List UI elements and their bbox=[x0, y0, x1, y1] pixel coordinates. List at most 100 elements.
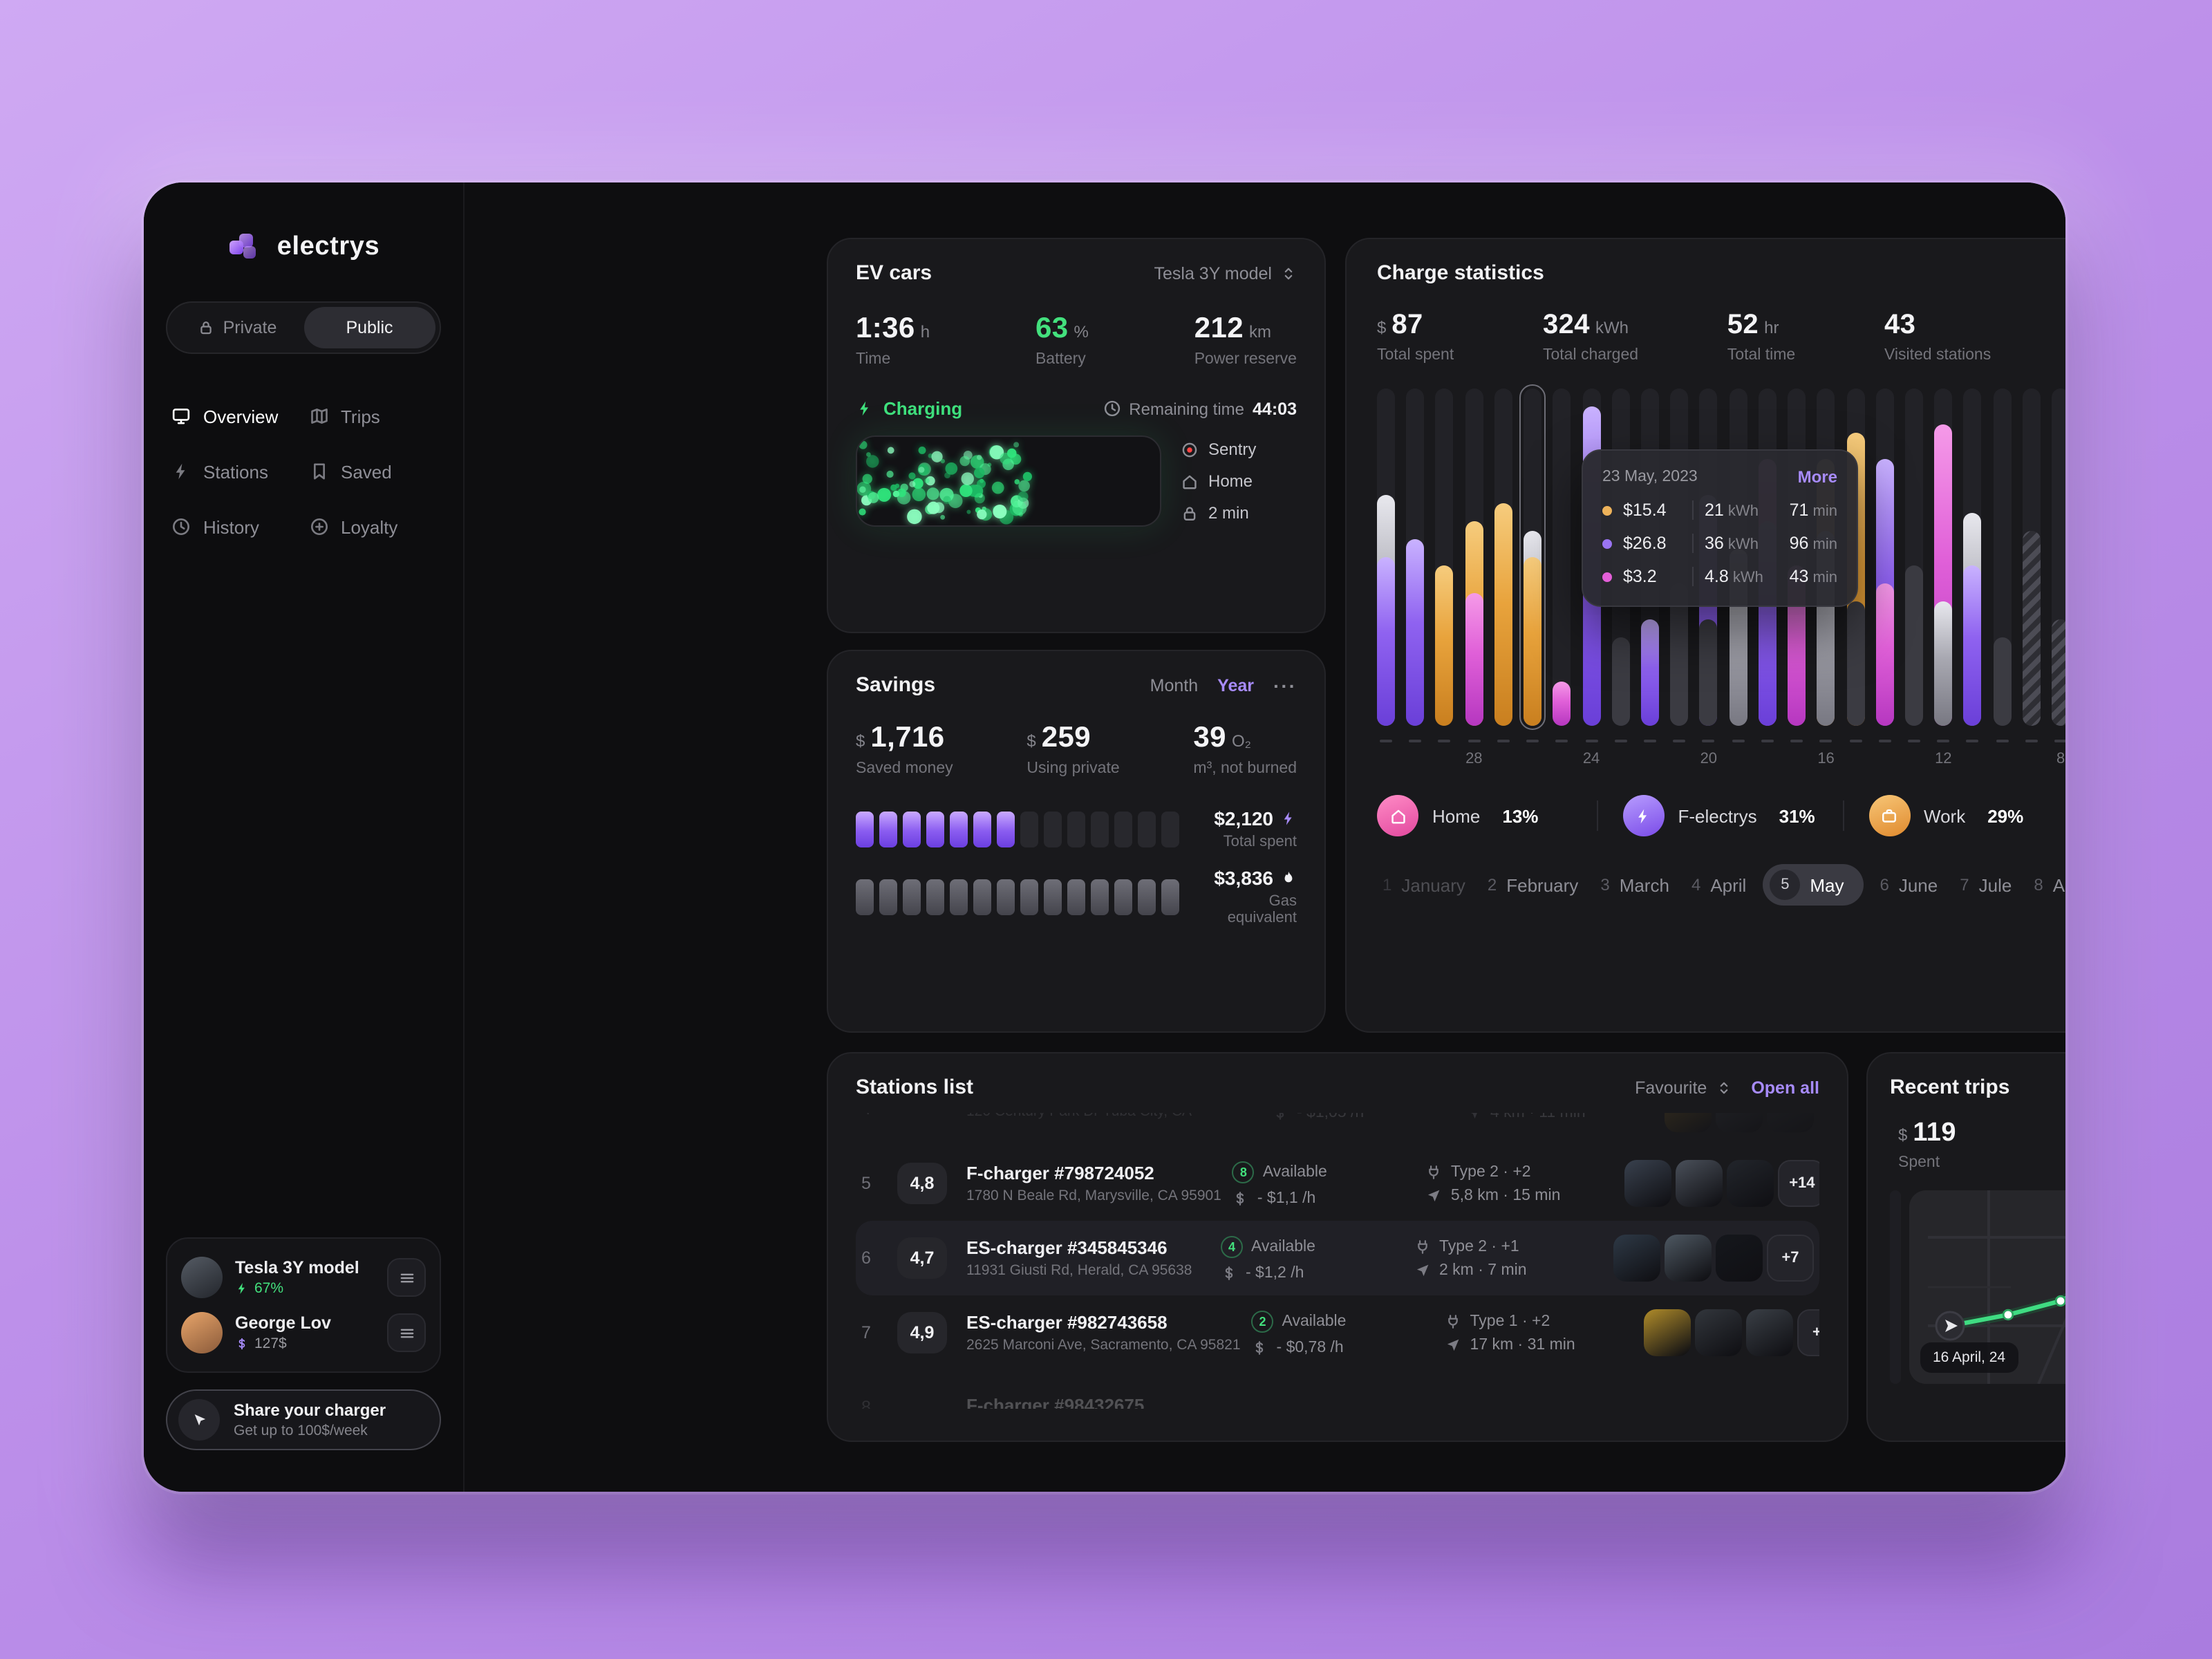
sidebar-item-saved[interactable]: Saved bbox=[303, 445, 441, 498]
ev-status-label: Sentry bbox=[1208, 440, 1257, 459]
ev-status-2-min[interactable]: 2 min bbox=[1181, 503, 1297, 523]
toggle-public[interactable]: Public bbox=[303, 307, 435, 348]
axis-tick bbox=[1759, 740, 1777, 742]
stat-label: Total charged bbox=[1542, 347, 1639, 364]
month-pill-march[interactable]: 3 March bbox=[1595, 866, 1675, 903]
badge-icon bbox=[309, 517, 328, 536]
chart-bar-purple bbox=[1377, 557, 1395, 726]
chart-column[interactable] bbox=[1553, 388, 1571, 726]
ev-status-home[interactable]: Home bbox=[1181, 471, 1297, 491]
bolt-icon bbox=[171, 462, 191, 481]
station-photo[interactable] bbox=[1767, 1113, 1814, 1132]
chart-column[interactable] bbox=[1494, 388, 1512, 726]
nav-icon bbox=[1414, 1262, 1431, 1278]
sidebar-item-stations[interactable]: Stations bbox=[166, 445, 303, 498]
more-photos-badge[interactable]: +14 bbox=[1778, 1160, 1819, 1207]
sidebar-item-loyalty[interactable]: Loyalty bbox=[303, 500, 441, 553]
series-dot bbox=[1602, 572, 1612, 581]
chart-column[interactable] bbox=[1519, 384, 1546, 730]
station-address: 1780 N Beale Rd, Marysville, CA 95901 bbox=[966, 1188, 1221, 1204]
segment bbox=[1138, 811, 1156, 847]
chart-column[interactable] bbox=[1934, 388, 1953, 726]
sidebar-item-overview[interactable]: Overview bbox=[166, 390, 303, 442]
chart-column[interactable] bbox=[1465, 388, 1483, 726]
month-pill-may[interactable]: 5 May bbox=[1763, 864, 1864, 906]
station-photo[interactable] bbox=[1665, 1113, 1712, 1132]
clock-icon bbox=[1103, 400, 1121, 418]
toggle-private[interactable]: Private bbox=[171, 307, 303, 348]
x-axis-label bbox=[1670, 751, 1688, 770]
sidebar-item-history[interactable]: History bbox=[166, 500, 303, 553]
user-row[interactable]: George Lov 127$ bbox=[178, 1305, 429, 1360]
segment bbox=[926, 879, 944, 915]
lock-icon bbox=[1181, 504, 1199, 522]
chart-column[interactable] bbox=[2022, 388, 2041, 726]
station-row[interactable]: 8 F-charger #98432675 bbox=[856, 1370, 1819, 1409]
month-pill-january[interactable]: 1 January bbox=[1377, 866, 1471, 903]
chart-column[interactable] bbox=[1875, 388, 1894, 726]
station-photo[interactable] bbox=[1695, 1309, 1743, 1356]
savings-title: Savings bbox=[856, 673, 936, 697]
chart-bar-gold bbox=[1524, 557, 1542, 726]
month-pill-february[interactable]: 2 February bbox=[1482, 866, 1584, 903]
chart-column[interactable] bbox=[1377, 388, 1395, 726]
model-selector[interactable]: Tesla 3Y model bbox=[1154, 263, 1297, 283]
user-menu-button[interactable] bbox=[387, 1313, 426, 1352]
work-icon bbox=[1868, 795, 1910, 836]
month-pill-jule[interactable]: 7 Jule bbox=[1954, 866, 2017, 903]
month-pill-june[interactable]: 6 June bbox=[1874, 866, 1943, 903]
station-row[interactable]: 4 120 Century Park Dr Yuba City, CA - $1,0… bbox=[856, 1113, 1819, 1146]
chart-column[interactable] bbox=[1406, 388, 1425, 726]
savings-bar-label: Gas equivalent bbox=[1227, 893, 1297, 926]
user-balance: 127$ bbox=[254, 1335, 287, 1352]
vehicle-menu-button[interactable] bbox=[387, 1258, 426, 1297]
sidebar-item-trips[interactable]: Trips bbox=[303, 390, 441, 442]
favourite-selector[interactable]: Favourite bbox=[1635, 1078, 1732, 1097]
month-selector: 1 January 2 February 3 March 4 April 5 May 6 June 7 J… bbox=[1377, 864, 2065, 906]
savings-year-tab[interactable]: Year bbox=[1217, 675, 1254, 695]
station-photo[interactable] bbox=[1613, 1235, 1660, 1282]
previous-trip-fragment[interactable] bbox=[1890, 1190, 1901, 1384]
more-icon[interactable]: ··· bbox=[1273, 674, 1297, 696]
station-row[interactable]: 6 4,7 ES-charger #345845346 11931 Giusti Rd… bbox=[856, 1221, 1819, 1295]
price-label: - $0,78 /h bbox=[1276, 1339, 1344, 1356]
station-photo[interactable] bbox=[1727, 1160, 1774, 1207]
chart-column[interactable] bbox=[1904, 388, 1923, 726]
chart-bar-silver bbox=[1934, 601, 1953, 726]
app-window: electrys Private Public Overview Trips Sta… bbox=[144, 182, 2065, 1492]
savings-month-tab[interactable]: Month bbox=[1150, 675, 1199, 695]
station-photo[interactable] bbox=[1746, 1309, 1794, 1356]
station-photo[interactable] bbox=[1676, 1160, 1723, 1207]
month-pill-august[interactable]: 8 August bbox=[2028, 866, 2065, 903]
stations-open-all-link[interactable]: Open all bbox=[1751, 1078, 1819, 1097]
chart-column[interactable] bbox=[1435, 388, 1454, 726]
share-charger-button[interactable]: Share your charger Get up to 100$/week bbox=[166, 1389, 441, 1450]
stat-value: 1:36 bbox=[856, 312, 915, 344]
ev-status-sentry[interactable]: Sentry bbox=[1181, 440, 1297, 459]
trip-map[interactable]: 16 April, 24 + 3 friends bbox=[1909, 1190, 2065, 1384]
vehicle-row[interactable]: Tesla 3Y model 67% bbox=[178, 1250, 429, 1305]
station-photo[interactable] bbox=[1716, 1113, 1763, 1132]
chart-bar-magenta bbox=[1465, 592, 1483, 726]
sidebar-item-label: Overview bbox=[203, 406, 279, 427]
station-row[interactable]: 5 4,8 F-charger #798724052 1780 N Beale Rd,… bbox=[856, 1146, 1819, 1221]
stat-unit: kWh bbox=[1595, 318, 1629, 337]
month-pill-april[interactable]: 4 April bbox=[1686, 866, 1752, 903]
station-status-cell: 2 Available - $0,78 /h bbox=[1251, 1310, 1434, 1356]
more-photos-badge[interactable]: +7 bbox=[1767, 1235, 1814, 1282]
station-photo[interactable] bbox=[1624, 1160, 1672, 1207]
chart-column[interactable] bbox=[1993, 388, 2012, 726]
station-photo[interactable] bbox=[1716, 1235, 1763, 1282]
chart-column[interactable] bbox=[2052, 388, 2065, 726]
station-row[interactable]: 7 4,9 ES-charger #982743658 2625 Marconi Av… bbox=[856, 1295, 1819, 1370]
segment bbox=[997, 811, 1015, 847]
chart-column[interactable] bbox=[1963, 388, 1982, 726]
station-photo[interactable] bbox=[1644, 1309, 1691, 1356]
savings-stat-1: $259 Using private bbox=[1027, 722, 1119, 777]
more-photos-badge[interactable]: +3 bbox=[1797, 1309, 1819, 1356]
station-photo[interactable] bbox=[1665, 1235, 1712, 1282]
chart-bar-gray bbox=[1904, 565, 1923, 726]
tooltip-more-link[interactable]: More bbox=[1797, 467, 1837, 487]
segment bbox=[1114, 879, 1132, 915]
work-icon bbox=[1880, 807, 1898, 825]
